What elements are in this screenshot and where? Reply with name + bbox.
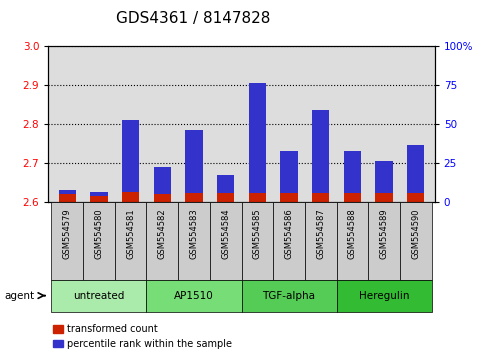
Bar [52,280,146,312]
Text: GSM554585: GSM554585 [253,208,262,259]
Text: GSM554582: GSM554582 [158,208,167,259]
Bar [280,151,298,202]
Bar [90,192,108,196]
Bar [146,280,242,312]
Bar [407,145,425,202]
Bar [400,202,431,280]
Text: AP1510: AP1510 [174,291,214,301]
Bar [312,110,329,202]
Bar [217,175,234,202]
Bar [58,190,76,194]
Text: GSM554590: GSM554590 [411,208,420,258]
Text: GSM554584: GSM554584 [221,208,230,259]
Text: GSM554580: GSM554580 [95,208,103,259]
Text: GSM554587: GSM554587 [316,208,325,259]
Text: untreated: untreated [73,291,125,301]
Bar [122,120,140,202]
Bar [312,110,329,193]
Bar [242,202,273,280]
Bar [273,202,305,280]
Bar [178,202,210,280]
Bar [368,202,400,280]
Text: TGF-alpha: TGF-alpha [262,291,315,301]
Bar [249,83,266,193]
Bar [337,202,368,280]
Text: Heregulin: Heregulin [359,291,409,301]
Bar [375,161,393,193]
Legend: transformed count, percentile rank within the sample: transformed count, percentile rank withi… [53,324,232,349]
Text: GSM554589: GSM554589 [380,208,388,259]
Bar [146,202,178,280]
Bar [242,280,337,312]
Bar [52,202,83,280]
Bar [249,83,266,202]
Text: agent: agent [5,291,35,301]
Text: GDS4361 / 8147828: GDS4361 / 8147828 [116,11,270,25]
Bar [343,151,361,202]
Bar [154,167,171,194]
Text: GSM554586: GSM554586 [284,208,294,259]
Text: GSM554579: GSM554579 [63,208,72,259]
Text: GSM554581: GSM554581 [126,208,135,259]
Bar [115,202,146,280]
Bar [337,280,431,312]
Bar [185,130,203,193]
Bar [185,130,203,202]
Bar [58,194,76,202]
Bar [210,202,242,280]
Bar [83,202,115,280]
Bar [343,151,361,193]
Text: GSM554588: GSM554588 [348,208,357,259]
Bar [217,175,234,193]
Bar [375,161,393,202]
Bar [90,196,108,202]
Bar [154,167,171,202]
Bar [280,151,298,193]
Text: GSM554583: GSM554583 [189,208,199,259]
Bar [407,145,425,193]
Bar [305,202,337,280]
Bar [122,120,140,192]
